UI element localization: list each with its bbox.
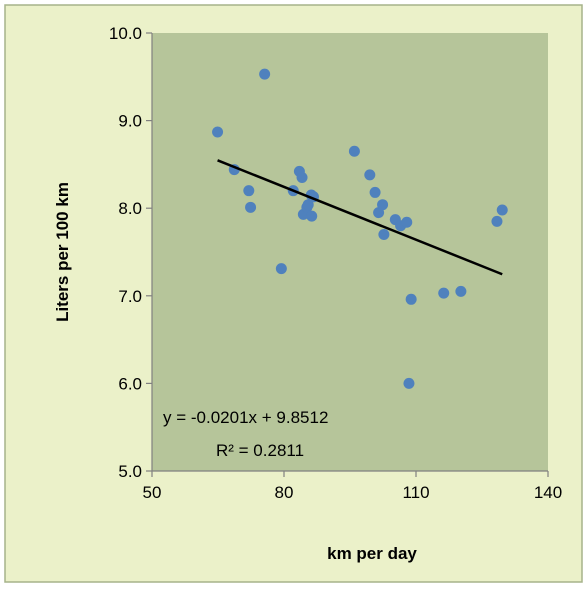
data-point — [306, 210, 318, 222]
data-point — [455, 285, 467, 297]
y-tick-label: 6.0 — [118, 374, 142, 393]
y-tick-label: 10.0 — [109, 24, 142, 43]
data-point — [296, 172, 308, 184]
data-points — [212, 68, 508, 389]
trendline-equation-text: y = -0.0201x + 9.8512 — [163, 408, 328, 427]
axis-labels: km per day Liters per 100 km — [53, 182, 417, 563]
data-point — [364, 169, 376, 181]
x-tick-label: 80 — [275, 483, 294, 502]
x-tick-label: 110 — [402, 483, 429, 502]
data-point — [401, 216, 413, 228]
trendline-r-squared-text: R² = 0.2811 — [216, 441, 304, 460]
trendline — [217, 159, 503, 276]
data-point — [275, 263, 287, 275]
data-point — [348, 145, 360, 157]
data-point — [377, 199, 389, 211]
data-point — [369, 186, 381, 198]
data-point — [405, 293, 417, 305]
data-point — [259, 68, 271, 80]
y-tick-label: 8.0 — [118, 199, 142, 218]
data-point — [243, 185, 255, 197]
trendline-group — [217, 159, 503, 276]
plot-area — [152, 33, 548, 471]
y-tick-label: 9.0 — [118, 112, 142, 131]
data-point — [491, 215, 503, 227]
data-point — [212, 126, 224, 138]
y-tick-label: 5.0 — [118, 462, 142, 481]
y-axis-label: Liters per 100 km — [53, 182, 72, 322]
data-point — [245, 201, 257, 213]
axes: 5.0 6.0 7.0 8.0 9.0 10.0 50 80 110 140 — [109, 24, 562, 502]
x-tick-label: 140 — [534, 483, 562, 502]
y-tick-label: 7.0 — [118, 287, 142, 306]
data-point — [496, 204, 508, 216]
x-tick-label: 50 — [143, 483, 162, 502]
data-point — [438, 287, 450, 299]
data-point — [403, 377, 415, 389]
trendline-equation: y = -0.0201x + 9.8512 R² = 0.2811 — [163, 408, 328, 460]
data-point — [378, 228, 390, 240]
x-axis-label: km per day — [327, 544, 417, 563]
data-point — [302, 199, 314, 211]
